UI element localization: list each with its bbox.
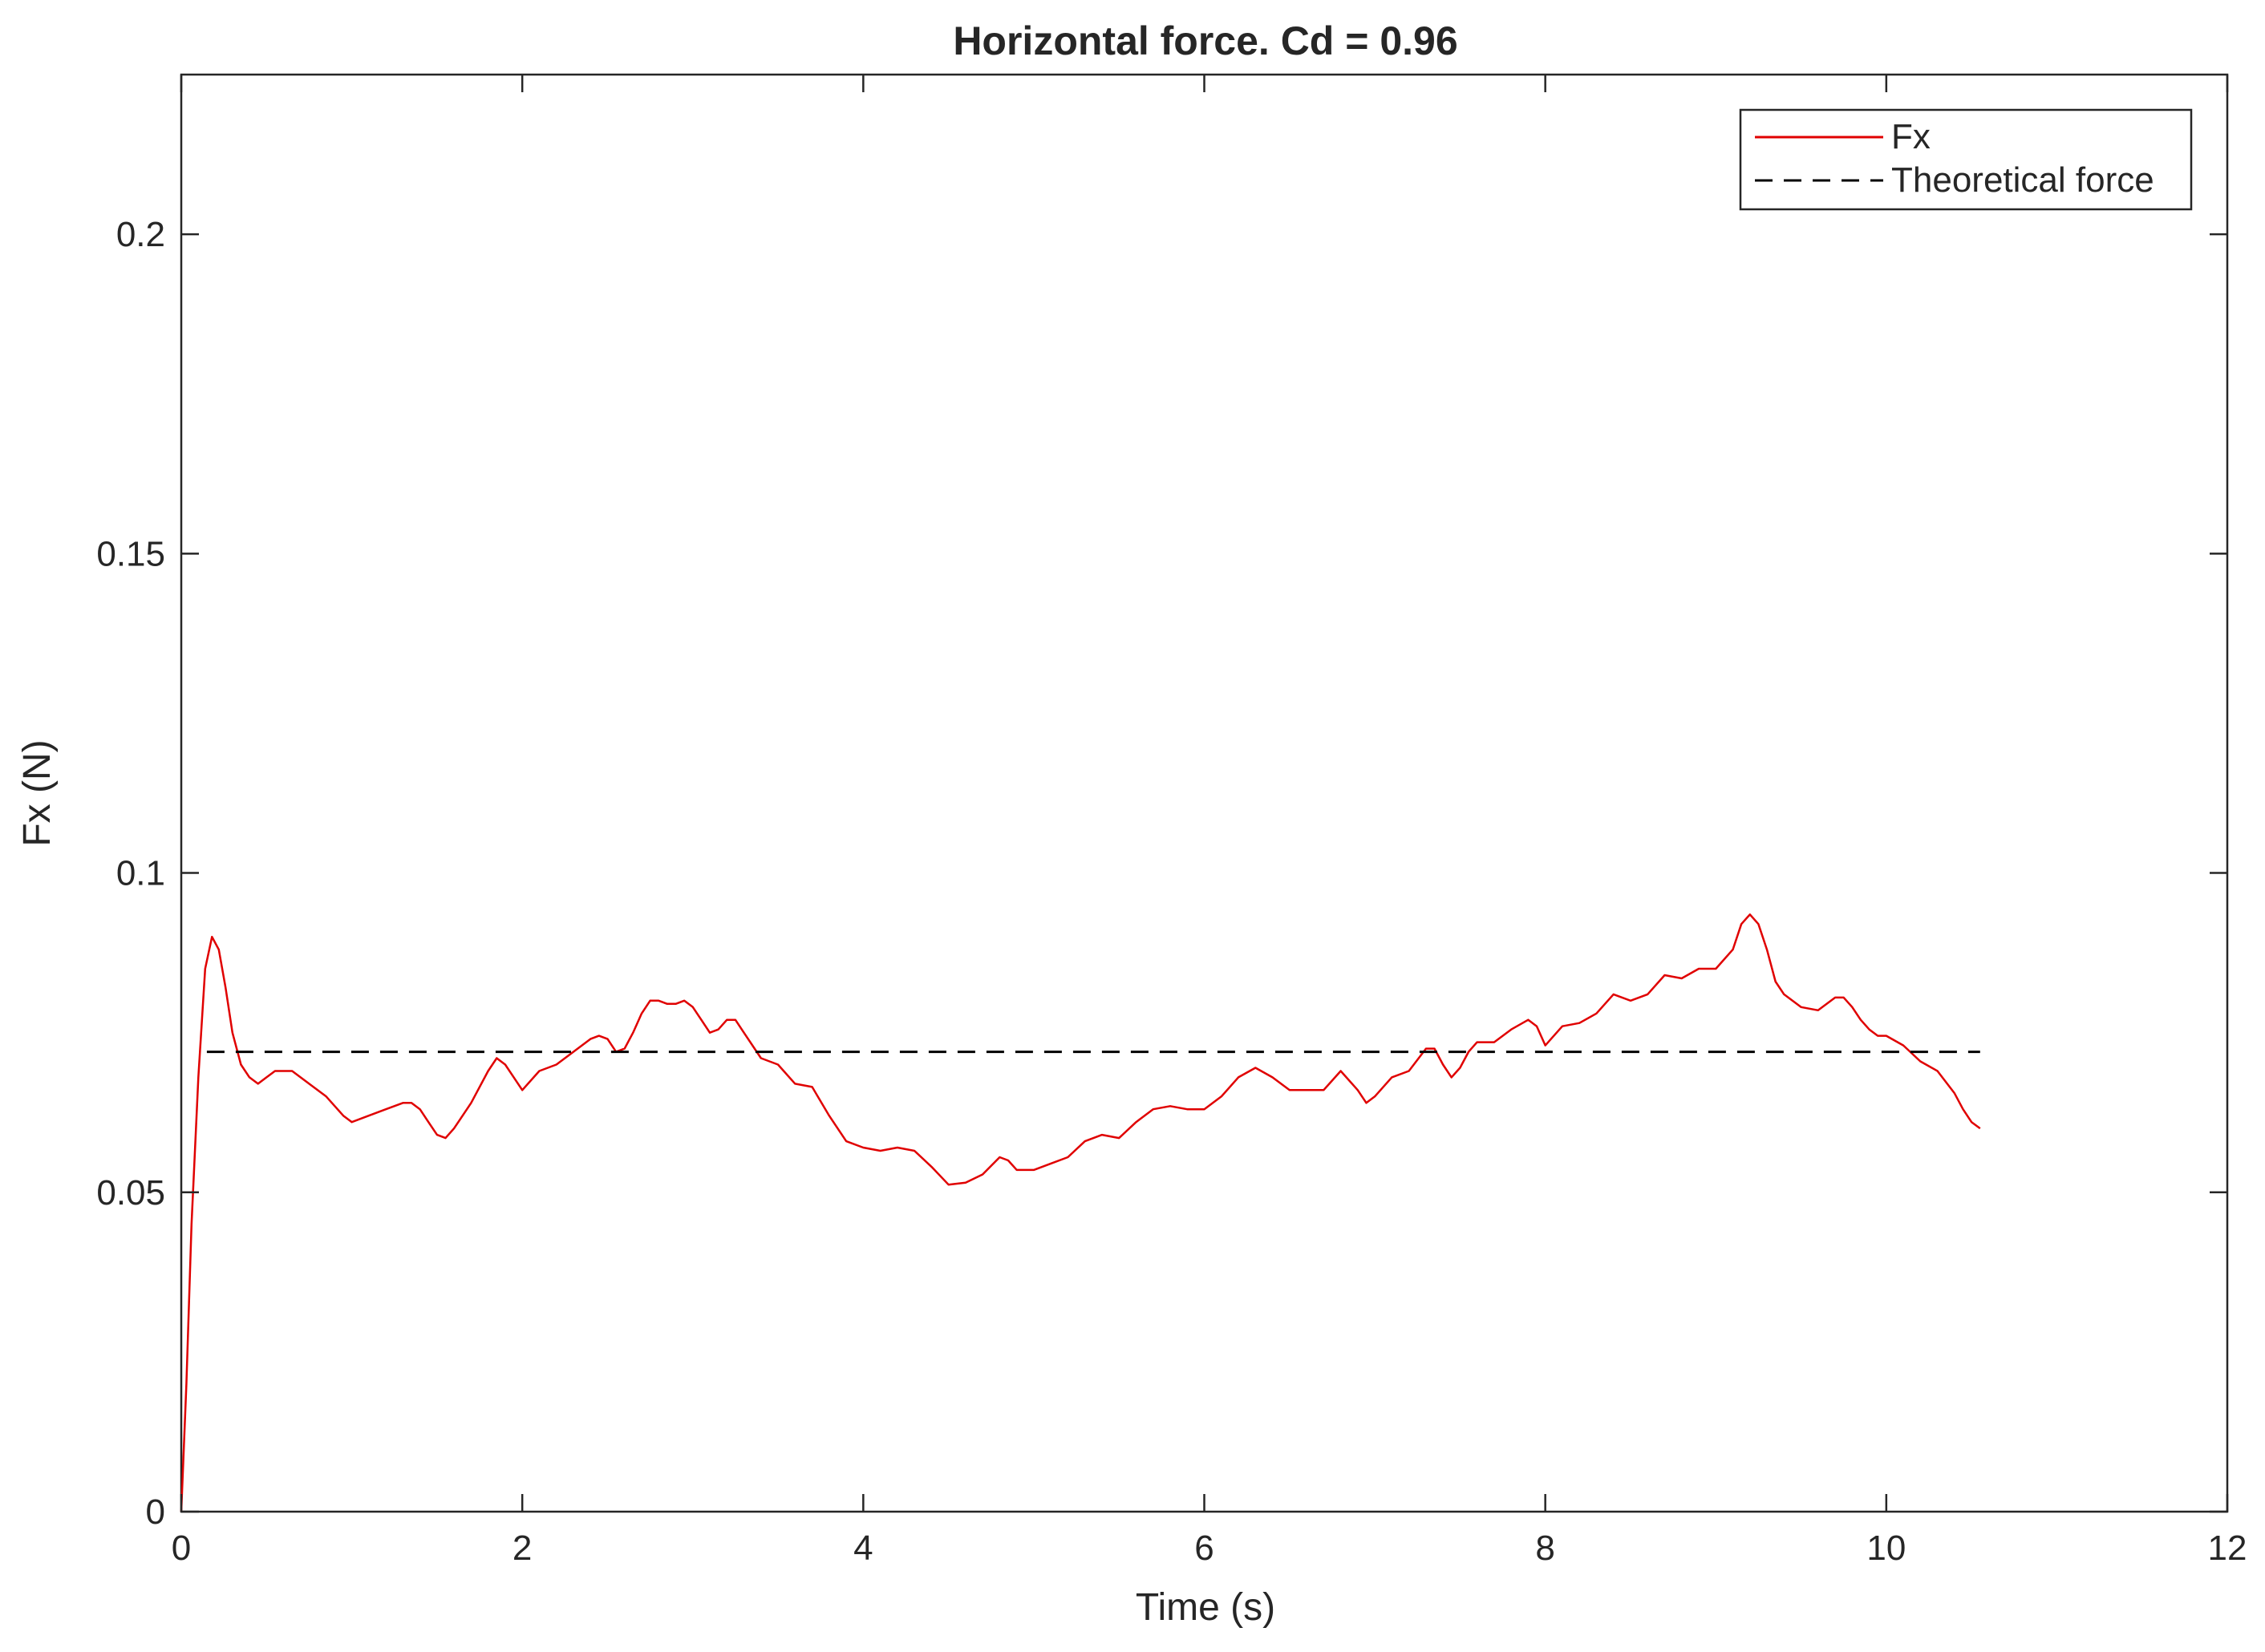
x-tick-label: 10 bbox=[1866, 1529, 1906, 1568]
chart-title: Horizontal force. Cd = 0.96 bbox=[953, 18, 1457, 63]
ticks-layer: 0 2 4 6 8 10 12 0 0.05 0.1 0.15 0.2 bbox=[96, 75, 2247, 1568]
legend-label-theoretical: Theoretical force bbox=[1891, 160, 2154, 200]
y-tick-label: 0.05 bbox=[96, 1173, 165, 1213]
axes-box bbox=[180, 73, 2229, 1513]
x-axis-label: Time (s) bbox=[1136, 1586, 1275, 1629]
x-tick-label: 8 bbox=[1535, 1529, 1554, 1568]
legend-label-fx: Fx bbox=[1891, 117, 1931, 156]
y-axis-label: Fx (N) bbox=[16, 739, 59, 846]
plot-area: 0 2 4 6 8 10 12 0 0.05 0.1 0.15 0.2 bbox=[96, 73, 2247, 1568]
x-tick-label: 6 bbox=[1194, 1529, 1214, 1568]
y-tick-label: 0.2 bbox=[116, 215, 165, 254]
x-tick-label: 4 bbox=[853, 1529, 873, 1568]
x-tick-label: 0 bbox=[172, 1529, 191, 1568]
series-layer bbox=[180, 913, 1981, 1512]
x-tick-label: 2 bbox=[513, 1529, 532, 1568]
y-tick-label: 0.15 bbox=[96, 534, 165, 573]
legend-box bbox=[1739, 108, 2193, 211]
fx-series-line bbox=[180, 913, 1981, 1512]
x-tick-label: 12 bbox=[2208, 1529, 2247, 1568]
y-tick-label: 0.1 bbox=[116, 854, 165, 893]
legend: Fx Theoretical force bbox=[1739, 108, 2193, 211]
y-tick-label: 0 bbox=[146, 1492, 165, 1532]
